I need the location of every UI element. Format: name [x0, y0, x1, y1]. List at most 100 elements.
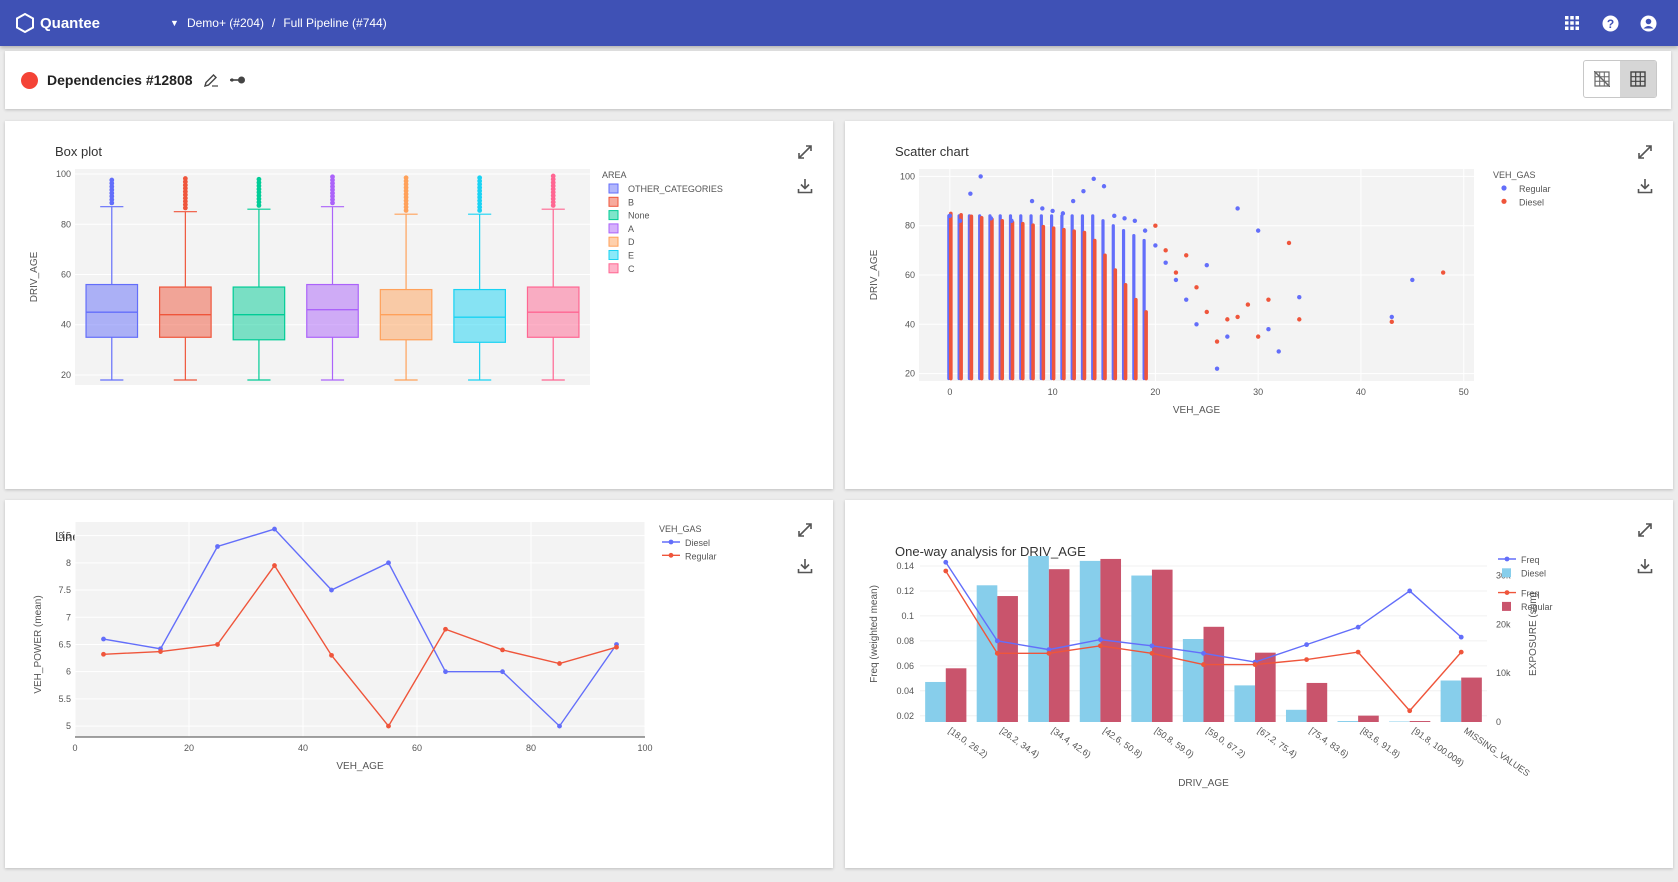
- y2-tick-label: 10k: [1496, 668, 1511, 678]
- expand-icon[interactable]: [796, 521, 814, 539]
- outlier-point: [109, 177, 115, 183]
- y-tick-label: 20: [905, 369, 915, 379]
- series-point: [158, 649, 163, 654]
- svg-text:?: ?: [1606, 16, 1613, 30]
- y-tick-label: 6: [66, 667, 71, 677]
- regular-point: [1266, 327, 1271, 332]
- hexagon-logo-icon: [16, 13, 34, 33]
- legend-label: Regular: [1521, 602, 1553, 612]
- download-icon[interactable]: [1636, 177, 1654, 195]
- plot-area: [75, 522, 645, 737]
- freq-point: [1252, 662, 1258, 667]
- help-icon[interactable]: ?: [1600, 13, 1620, 33]
- expand-icon[interactable]: [1636, 521, 1654, 539]
- regular-point: [1225, 334, 1230, 339]
- y-tick-label: 40: [905, 319, 915, 329]
- account-icon[interactable]: [1638, 13, 1658, 33]
- panel-line-chart: Line chart 55.566.577.588.5020406080100V…: [5, 500, 833, 868]
- legend-label: Diesel: [685, 538, 710, 548]
- x-tick-label: 10: [1048, 387, 1058, 397]
- breadcrumb-project[interactable]: Demo+ (#204): [186, 16, 264, 30]
- y-tick-label: 8.5: [58, 531, 71, 541]
- series-point: [272, 526, 277, 532]
- y-tick-label: 100: [56, 169, 71, 179]
- breadcrumb-pipeline[interactable]: Full Pipeline (#744): [283, 16, 387, 30]
- box-b: [159, 176, 212, 381]
- diesel-point: [1286, 240, 1292, 246]
- freq-point: [1149, 643, 1155, 649]
- panel-scatter-chart: Scatter chart 20 40 60 80 100 0 10 20 30 40 50 VEH_…: [845, 121, 1673, 489]
- legend-swatch: [1504, 556, 1510, 562]
- regular-point: [978, 174, 983, 179]
- freq-point: [994, 650, 1000, 656]
- freq-point: [1201, 650, 1206, 656]
- diesel-point: [1235, 314, 1240, 320]
- y-tick-label: 7.5: [58, 585, 71, 595]
- box-iqr: [159, 286, 212, 338]
- x-tick-label: 50: [1459, 387, 1469, 397]
- apps-grid-icon[interactable]: [1562, 13, 1582, 33]
- x-axis-label: DRIV_AGE: [1178, 778, 1229, 789]
- bar-diesel: [976, 585, 998, 722]
- legend-swatch: [668, 539, 674, 545]
- freq-point: [1046, 650, 1052, 656]
- diesel-point: [1204, 309, 1209, 315]
- regular-point: [1204, 262, 1209, 268]
- regular-point: [1029, 198, 1035, 204]
- download-icon[interactable]: [796, 177, 814, 195]
- bar-diesel: [925, 681, 946, 722]
- x-tick-label: [75.4, 83.6): [1307, 725, 1350, 759]
- y-tick-label: 60: [61, 269, 71, 279]
- connection-icon[interactable]: [229, 73, 247, 87]
- diesel-point: [1194, 285, 1199, 290]
- series-point: [386, 723, 391, 729]
- bar-diesel: [1337, 721, 1359, 722]
- regular-point: [1410, 277, 1415, 283]
- regular-point: [1122, 216, 1127, 221]
- x-axis-label: VEH_AGE: [1173, 405, 1221, 416]
- y-axis-label: VEH_POWER (mean): [33, 595, 44, 693]
- legend-label: Regular: [685, 551, 717, 561]
- app-logo[interactable]: Quantee: [16, 13, 100, 33]
- download-icon[interactable]: [796, 557, 814, 575]
- box-none: [232, 176, 286, 381]
- regular-point: [1184, 297, 1189, 302]
- y-tick-label: 5: [66, 721, 71, 731]
- regular-point: [1091, 176, 1096, 182]
- status-indicator: [21, 71, 38, 89]
- grid-icon[interactable]: [1620, 61, 1656, 97]
- freq-point: [1355, 649, 1361, 655]
- dropdown-caret-icon[interactable]: ▼: [170, 18, 179, 28]
- outlier-point: [403, 175, 409, 181]
- download-icon[interactable]: [1636, 557, 1654, 575]
- bar-regular: [997, 596, 1018, 722]
- series-point: [386, 560, 391, 566]
- legend-label: Freq: [1521, 589, 1540, 599]
- bar-regular: [1358, 715, 1379, 722]
- series-point: [329, 652, 334, 658]
- legend-swatch: [1502, 568, 1511, 578]
- grid-off-icon[interactable]: [1584, 61, 1620, 97]
- legend-label: Diesel: [1521, 568, 1546, 578]
- x-tick-label: [34.4, 42.6): [1050, 725, 1093, 759]
- y-axis-label: Freq (weighted mean): [869, 585, 880, 683]
- expand-icon[interactable]: [796, 143, 814, 161]
- regular-point: [1070, 198, 1076, 204]
- regular-point: [1040, 206, 1045, 211]
- regular-point: [1276, 349, 1281, 354]
- legend-label: A: [628, 224, 634, 234]
- bar-regular: [1203, 626, 1225, 722]
- x-tick-label: 30: [1253, 387, 1263, 397]
- regular-point: [1060, 211, 1066, 216]
- bar-diesel: [1131, 575, 1152, 722]
- edit-icon[interactable]: [203, 72, 219, 88]
- regular-point: [1112, 213, 1117, 219]
- y-tick-label: 0.08: [896, 636, 914, 646]
- legend-swatch: [608, 183, 619, 194]
- freq-point: [1201, 662, 1206, 667]
- breadcrumb: ▼ Demo+ (#204) / Full Pipeline (#744): [170, 16, 387, 30]
- page-title: Dependencies #12808: [47, 72, 193, 88]
- freq-point: [1304, 657, 1309, 662]
- app-name: Quantee: [40, 14, 101, 32]
- expand-icon[interactable]: [1636, 143, 1654, 161]
